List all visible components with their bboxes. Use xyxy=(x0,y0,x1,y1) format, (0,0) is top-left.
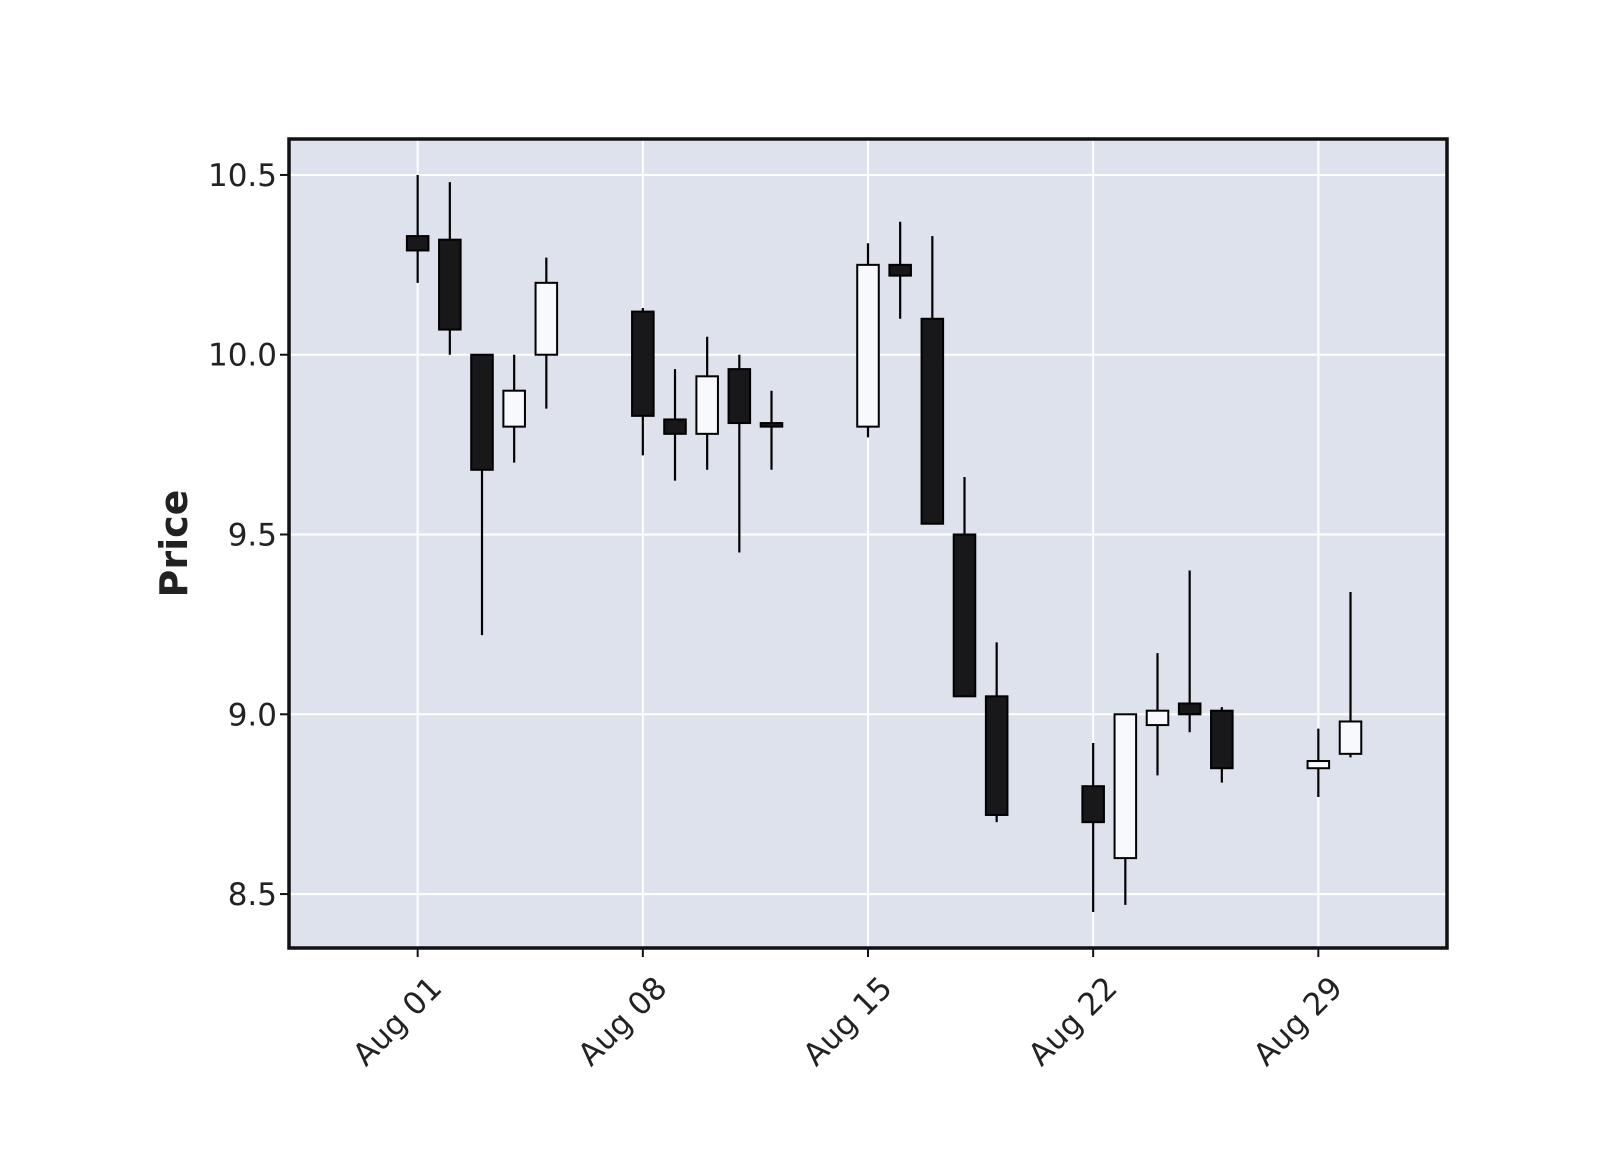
candle-body-up xyxy=(1113,713,1138,860)
candle xyxy=(727,354,752,553)
y-axis: 8.5 9.0 9.5 10.0 10.5 xyxy=(208,158,289,913)
candle xyxy=(502,354,526,463)
candle-body-down xyxy=(888,263,912,277)
candle xyxy=(534,257,559,409)
candle xyxy=(1306,728,1331,797)
candle-body-up xyxy=(695,375,719,435)
candle-body-down xyxy=(920,317,945,525)
x-axis: Aug 01 Aug 08 Aug 15 Aug 22 Aug 29 xyxy=(346,948,1350,1073)
candle-body-up xyxy=(856,263,880,428)
candle xyxy=(952,476,977,698)
candle xyxy=(405,174,430,283)
candle-body-up xyxy=(1306,760,1331,770)
candle xyxy=(888,221,912,319)
candle-body-up xyxy=(1338,720,1363,755)
candle xyxy=(470,353,494,636)
candle-body-up xyxy=(1145,709,1170,727)
candle-body-down xyxy=(631,310,655,417)
candle xyxy=(1177,570,1202,733)
candle-body-down xyxy=(1081,785,1105,824)
x-tick-label: Aug 29 xyxy=(1247,970,1350,1073)
candle-body-up xyxy=(534,281,559,356)
candle xyxy=(759,390,784,470)
candle xyxy=(1338,592,1363,758)
candle xyxy=(1113,713,1138,905)
candle-body-up xyxy=(502,389,526,428)
candle xyxy=(631,307,655,456)
y-tick-label: 9.0 xyxy=(228,697,277,733)
y-axis-label: Price xyxy=(152,490,196,598)
candle xyxy=(984,642,1009,823)
candle xyxy=(920,236,945,525)
candle xyxy=(695,336,719,470)
candle-body-down xyxy=(438,238,462,331)
candle-body-down xyxy=(952,533,977,698)
candle-body-down xyxy=(759,422,784,428)
candle-body-down xyxy=(984,695,1009,816)
candle xyxy=(663,369,687,481)
x-tick-label: Aug 08 xyxy=(571,970,674,1073)
y-tick-label: 10.5 xyxy=(208,158,277,194)
candle-body-down xyxy=(405,235,430,252)
candle-body-down xyxy=(470,353,494,471)
candle xyxy=(438,182,462,355)
candle xyxy=(1081,743,1105,913)
candle xyxy=(1145,653,1170,776)
candle xyxy=(1210,707,1234,783)
x-tick-label: Aug 15 xyxy=(796,970,899,1073)
candle-body-down xyxy=(727,368,752,425)
y-tick-label: 9.5 xyxy=(228,518,277,554)
candle-body-down xyxy=(1177,702,1202,716)
y-tick-label: 8.5 xyxy=(228,877,277,913)
candles xyxy=(405,174,1363,913)
candle-body-down xyxy=(1210,709,1234,770)
candle-body-down xyxy=(663,418,687,435)
candle xyxy=(856,243,880,438)
x-tick-label: Aug 01 xyxy=(346,970,449,1073)
x-tick-label: Aug 22 xyxy=(1022,970,1125,1073)
y-tick-label: 10.0 xyxy=(208,338,277,374)
